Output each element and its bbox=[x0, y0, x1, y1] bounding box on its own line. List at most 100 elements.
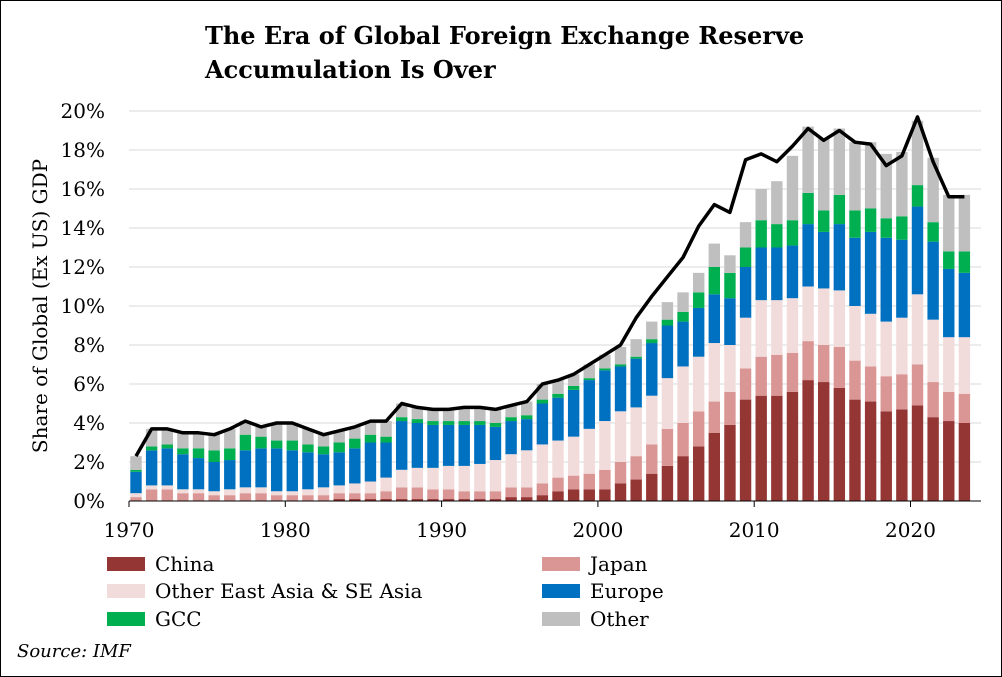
bar-segment-other-east-asia-se-asia bbox=[958, 337, 971, 394]
bar-segment-other bbox=[849, 142, 861, 211]
bar-segment-gcc bbox=[302, 444, 314, 453]
chart-title: The Era of Global Foreign Exchange Reser… bbox=[205, 19, 865, 87]
bar-segment-japan bbox=[958, 393, 971, 423]
bar-segment-japan bbox=[239, 493, 252, 501]
bar-segment-other-east-asia-se-asia bbox=[505, 454, 517, 488]
bar-segment-china bbox=[442, 499, 455, 501]
bar-segment-gcc bbox=[208, 450, 220, 462]
chart-title-line-1: The Era of Global Foreign Exchange Reser… bbox=[205, 21, 805, 50]
bar-segment-japan bbox=[192, 493, 205, 501]
bar-segment-japan bbox=[177, 493, 189, 501]
bar-segment-japan bbox=[458, 491, 470, 500]
bar-segment-gcc bbox=[786, 220, 799, 246]
bar-segment-china bbox=[630, 479, 642, 501]
bar-segment-japan bbox=[896, 374, 908, 410]
y-tick-label: 10% bbox=[61, 294, 105, 318]
bar-segment-gcc bbox=[943, 251, 955, 269]
bar-segment-china bbox=[943, 421, 955, 501]
bar-segment-china bbox=[802, 380, 814, 501]
bar-segment-china bbox=[583, 489, 595, 501]
bar-segment-other bbox=[911, 120, 924, 186]
bar-segment-japan bbox=[521, 487, 533, 498]
bar-segment-other-east-asia-se-asia bbox=[552, 440, 564, 478]
bar-segment-other-east-asia-se-asia bbox=[161, 485, 173, 490]
bar-segment-other bbox=[599, 354, 611, 369]
bar-segment-other bbox=[536, 384, 549, 400]
bar-segment-gcc bbox=[145, 446, 158, 451]
bar-segment-china bbox=[739, 399, 752, 501]
bar-segment-other bbox=[630, 339, 642, 357]
bar-segment-gcc bbox=[849, 210, 861, 238]
bar-segment-gcc bbox=[192, 448, 205, 459]
bar-segment-gcc bbox=[489, 423, 502, 427]
source-note: Source: IMF bbox=[17, 641, 131, 662]
bar-segment-japan bbox=[474, 491, 486, 500]
bar-segment-other-east-asia-se-asia bbox=[646, 395, 658, 445]
bar-segment-europe bbox=[302, 452, 314, 490]
bar-segment-japan bbox=[880, 376, 892, 412]
bar-segment-gcc bbox=[958, 251, 971, 273]
bar-segment-other-east-asia-se-asia bbox=[692, 356, 705, 412]
bar-segment-europe bbox=[927, 241, 939, 320]
bar-segment-gcc bbox=[661, 319, 674, 326]
bar-segment-gcc bbox=[583, 378, 595, 381]
bar-segment-gcc bbox=[896, 216, 908, 240]
bar-segment-japan bbox=[567, 475, 580, 490]
bar-segment-other bbox=[255, 426, 267, 437]
bar-segment-other-east-asia-se-asia bbox=[724, 345, 736, 392]
legend-item-china: China bbox=[107, 551, 214, 577]
bar-segment-other bbox=[380, 421, 392, 437]
bar-segment-other-east-asia-se-asia bbox=[130, 493, 142, 498]
bar-segment-europe bbox=[270, 448, 283, 492]
bar-segment-japan bbox=[802, 341, 814, 381]
bar-segment-china bbox=[771, 395, 783, 501]
bar-segment-other-east-asia-se-asia bbox=[708, 343, 721, 402]
bar-segment-japan bbox=[864, 366, 877, 402]
bar-segment-china bbox=[911, 405, 924, 501]
bar-segment-other bbox=[583, 364, 595, 379]
bar-segment-europe bbox=[724, 298, 736, 345]
bar-segment-europe bbox=[442, 424, 455, 466]
bar-segment-japan bbox=[786, 352, 799, 392]
bar-segment-japan bbox=[333, 493, 345, 500]
bar-segment-gcc bbox=[677, 311, 689, 322]
bar-segment-japan bbox=[286, 495, 298, 501]
bar-segment-other bbox=[474, 407, 486, 422]
bar-segment-europe bbox=[145, 450, 158, 486]
bar-segment-other bbox=[896, 151, 908, 217]
bar-segment-other bbox=[364, 421, 377, 435]
bar-segment-china bbox=[396, 499, 408, 501]
bar-segment-other bbox=[349, 426, 361, 439]
bar-segment-other bbox=[755, 189, 767, 221]
bar-segment-china bbox=[380, 499, 392, 501]
bar-segment-europe bbox=[630, 358, 642, 408]
bar-segment-europe bbox=[943, 268, 955, 338]
legend-swatch-other-east-asia bbox=[107, 584, 145, 598]
bar-segment-japan bbox=[317, 495, 330, 501]
bar-segment-china bbox=[489, 499, 502, 501]
bar-segment-japan bbox=[396, 487, 408, 500]
bar-segment-japan bbox=[771, 354, 783, 396]
bar-segment-china bbox=[864, 401, 877, 501]
bar-segment-gcc bbox=[411, 419, 424, 423]
bar-segment-other-east-asia-se-asia bbox=[943, 337, 955, 392]
bar-segment-other bbox=[943, 194, 955, 252]
bar-segment-other-east-asia-se-asia bbox=[474, 463, 486, 492]
bar-segment-other-east-asia-se-asia bbox=[317, 487, 330, 496]
bar-segment-gcc bbox=[505, 417, 517, 422]
bar-segment-other-east-asia-se-asia bbox=[567, 436, 580, 476]
bar-segment-other bbox=[771, 181, 783, 225]
bar-segment-japan bbox=[380, 491, 392, 500]
bar-segment-china bbox=[958, 423, 971, 501]
y-tick-label: 0% bbox=[73, 489, 105, 513]
bar-segment-japan bbox=[755, 356, 767, 396]
bar-segment-other bbox=[130, 456, 142, 470]
bar-segment-japan bbox=[833, 346, 846, 388]
bar-segment-japan bbox=[427, 489, 439, 500]
bar-segment-china bbox=[536, 495, 549, 501]
bar-segment-china bbox=[661, 465, 674, 501]
bar-segment-europe bbox=[567, 389, 580, 437]
x-tick-label: 2010 bbox=[729, 518, 780, 542]
bar-segment-china bbox=[411, 499, 424, 501]
